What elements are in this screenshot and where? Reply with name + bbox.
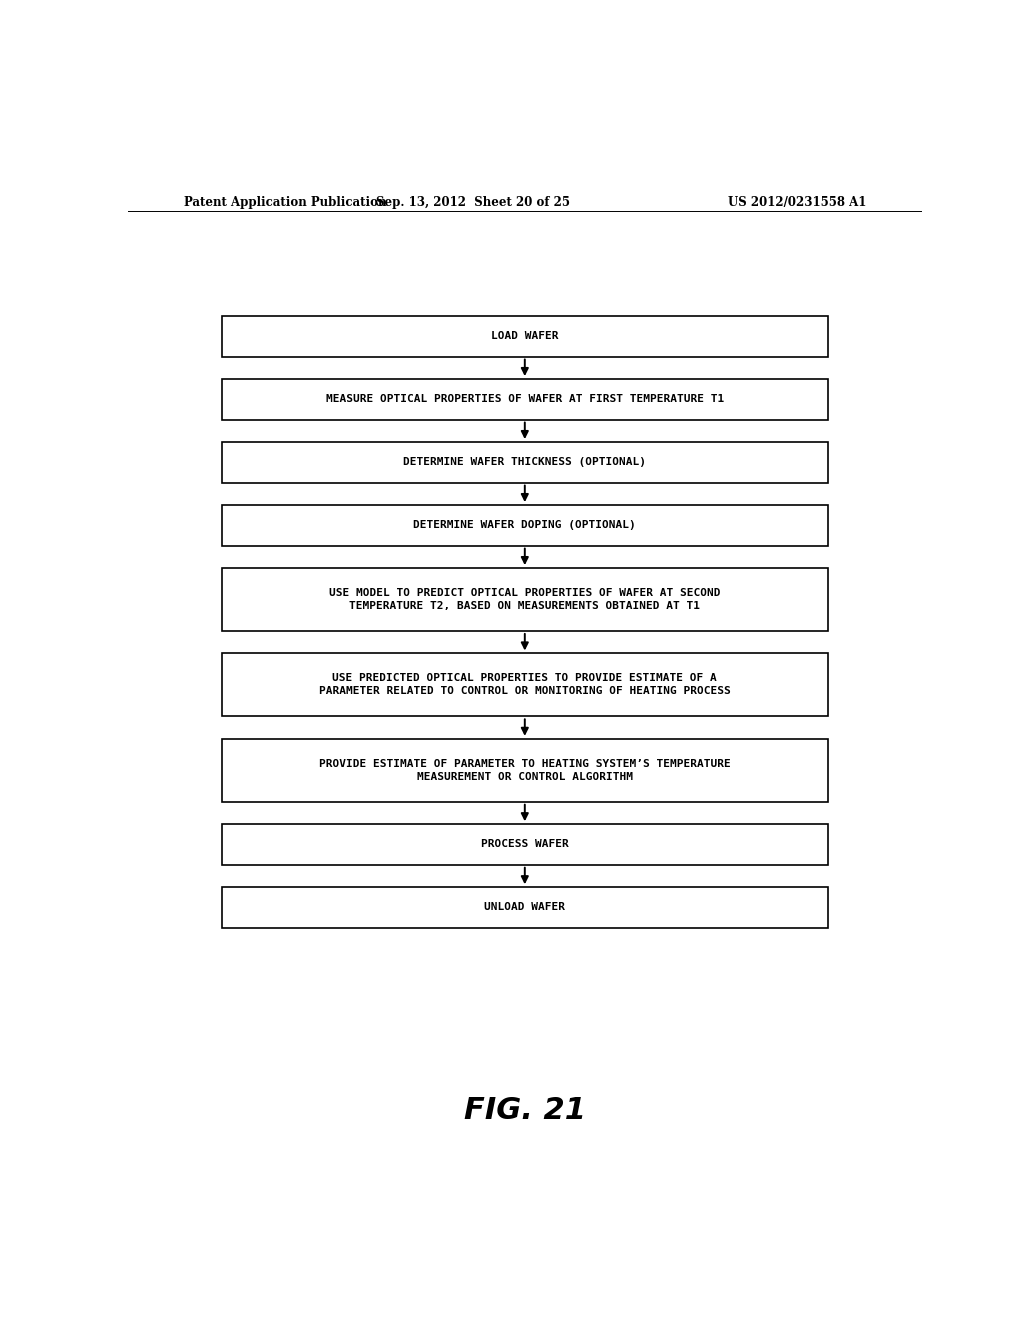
Text: UNLOAD WAFER: UNLOAD WAFER <box>484 903 565 912</box>
Text: DETERMINE WAFER THICKNESS (OPTIONAL): DETERMINE WAFER THICKNESS (OPTIONAL) <box>403 457 646 467</box>
Bar <box>221 887 828 928</box>
Text: USE MODEL TO PREDICT OPTICAL PROPERTIES OF WAFER AT SECOND
TEMPERATURE T2, BASED: USE MODEL TO PREDICT OPTICAL PROPERTIES … <box>329 589 721 611</box>
Text: MEASURE OPTICAL PROPERTIES OF WAFER AT FIRST TEMPERATURE T1: MEASURE OPTICAL PROPERTIES OF WAFER AT F… <box>326 395 724 404</box>
Text: USE PREDICTED OPTICAL PROPERTIES TO PROVIDE ESTIMATE OF A
PARAMETER RELATED TO C: USE PREDICTED OPTICAL PROPERTIES TO PROV… <box>318 673 731 696</box>
Text: DETERMINE WAFER DOPING (OPTIONAL): DETERMINE WAFER DOPING (OPTIONAL) <box>414 520 636 531</box>
Text: FIG. 21: FIG. 21 <box>464 1097 586 1125</box>
Text: US 2012/0231558 A1: US 2012/0231558 A1 <box>728 195 866 209</box>
Text: PROVIDE ESTIMATE OF PARAMETER TO HEATING SYSTEM’S TEMPERATURE
MEASUREMENT OR CON: PROVIDE ESTIMATE OF PARAMETER TO HEATING… <box>318 759 731 781</box>
Bar <box>221 739 828 801</box>
Text: Patent Application Publication: Patent Application Publication <box>183 195 386 209</box>
Bar <box>221 379 828 420</box>
Text: LOAD WAFER: LOAD WAFER <box>492 331 558 342</box>
Bar <box>221 824 828 865</box>
Bar <box>221 442 828 483</box>
Bar <box>221 506 828 545</box>
Bar <box>221 315 828 356</box>
Text: Sep. 13, 2012  Sheet 20 of 25: Sep. 13, 2012 Sheet 20 of 25 <box>376 195 570 209</box>
Bar <box>221 568 828 631</box>
Text: PROCESS WAFER: PROCESS WAFER <box>481 840 568 850</box>
Bar <box>221 653 828 717</box>
